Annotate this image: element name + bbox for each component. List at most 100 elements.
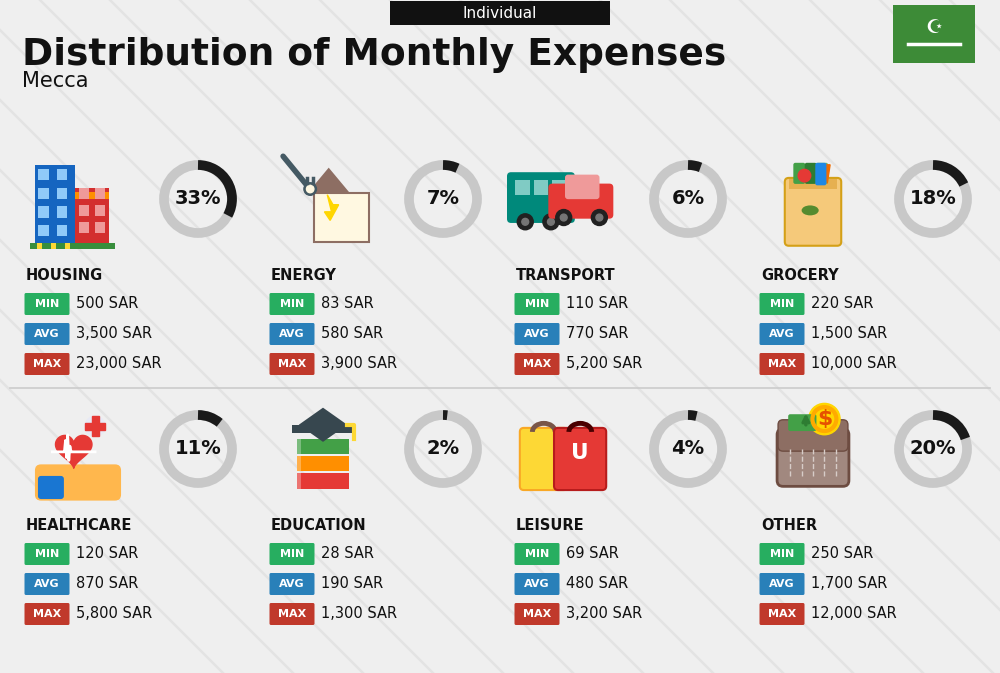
FancyBboxPatch shape [297, 456, 349, 471]
Text: ENERGY: ENERGY [271, 269, 337, 283]
Text: 190 SAR: 190 SAR [321, 577, 383, 592]
Text: HOUSING: HOUSING [26, 269, 103, 283]
FancyBboxPatch shape [38, 169, 49, 180]
Text: MAX: MAX [523, 359, 551, 369]
Text: LEISURE: LEISURE [516, 518, 585, 534]
Text: MAX: MAX [768, 359, 796, 369]
FancyBboxPatch shape [815, 163, 826, 185]
Circle shape [547, 218, 554, 225]
Text: 1,700 SAR: 1,700 SAR [811, 577, 887, 592]
Polygon shape [55, 435, 92, 468]
FancyBboxPatch shape [893, 5, 975, 63]
Circle shape [591, 209, 607, 225]
FancyBboxPatch shape [38, 188, 49, 199]
Text: OTHER: OTHER [761, 518, 817, 534]
Text: AVG: AVG [769, 579, 795, 589]
FancyBboxPatch shape [270, 293, 314, 315]
FancyBboxPatch shape [57, 169, 67, 180]
FancyBboxPatch shape [565, 180, 582, 199]
Text: 28 SAR: 28 SAR [321, 546, 374, 561]
Text: $: $ [817, 409, 832, 429]
FancyBboxPatch shape [270, 353, 314, 375]
FancyBboxPatch shape [390, 1, 610, 25]
FancyBboxPatch shape [57, 225, 67, 236]
Text: MIN: MIN [770, 549, 794, 559]
Text: 250 SAR: 250 SAR [811, 546, 873, 561]
Text: Mecca: Mecca [22, 71, 88, 91]
Text: AVG: AVG [524, 329, 550, 339]
Text: GROCERY: GROCERY [761, 269, 839, 283]
FancyBboxPatch shape [35, 165, 75, 244]
FancyBboxPatch shape [514, 603, 560, 625]
FancyBboxPatch shape [514, 293, 560, 315]
Circle shape [522, 218, 529, 225]
Text: TRANSPORT: TRANSPORT [516, 269, 616, 283]
Text: 83 SAR: 83 SAR [321, 297, 374, 312]
Text: 12,000 SAR: 12,000 SAR [811, 606, 897, 621]
FancyBboxPatch shape [514, 353, 560, 375]
FancyBboxPatch shape [554, 428, 606, 490]
FancyBboxPatch shape [788, 414, 816, 431]
FancyBboxPatch shape [778, 420, 848, 451]
Text: 870 SAR: 870 SAR [76, 577, 138, 592]
FancyBboxPatch shape [75, 192, 109, 199]
FancyBboxPatch shape [515, 180, 530, 194]
Text: AVG: AVG [34, 329, 60, 339]
FancyBboxPatch shape [57, 206, 67, 217]
FancyBboxPatch shape [292, 425, 354, 433]
Text: MIN: MIN [280, 549, 304, 559]
Polygon shape [299, 408, 347, 442]
FancyBboxPatch shape [270, 543, 314, 565]
Circle shape [543, 214, 559, 229]
FancyBboxPatch shape [552, 180, 567, 194]
Text: 120 SAR: 120 SAR [76, 546, 138, 561]
Text: 3,900 SAR: 3,900 SAR [321, 357, 397, 371]
FancyBboxPatch shape [760, 323, 804, 345]
Text: 69 SAR: 69 SAR [566, 546, 619, 561]
Text: 23,000 SAR: 23,000 SAR [76, 357, 162, 371]
Polygon shape [307, 168, 350, 193]
FancyBboxPatch shape [24, 603, 70, 625]
Text: 1,500 SAR: 1,500 SAR [811, 326, 887, 341]
FancyBboxPatch shape [24, 323, 70, 345]
Polygon shape [85, 423, 105, 429]
Text: 18%: 18% [910, 190, 956, 209]
FancyBboxPatch shape [37, 242, 42, 249]
FancyBboxPatch shape [507, 172, 575, 223]
FancyBboxPatch shape [760, 293, 804, 315]
Text: Distribution of Monthly Expenses: Distribution of Monthly Expenses [22, 37, 726, 73]
FancyBboxPatch shape [760, 543, 804, 565]
Circle shape [798, 170, 811, 182]
Text: AVG: AVG [279, 329, 305, 339]
FancyBboxPatch shape [24, 353, 70, 375]
FancyBboxPatch shape [65, 242, 70, 249]
Text: 500 SAR: 500 SAR [76, 297, 138, 312]
Circle shape [556, 209, 572, 225]
FancyBboxPatch shape [24, 543, 70, 565]
Polygon shape [324, 194, 339, 220]
Text: Individual: Individual [463, 5, 537, 20]
Text: 6%: 6% [671, 190, 705, 209]
Text: 580 SAR: 580 SAR [321, 326, 383, 341]
FancyBboxPatch shape [51, 242, 56, 249]
Circle shape [306, 185, 314, 192]
Text: MIN: MIN [280, 299, 304, 309]
Text: MIN: MIN [525, 299, 549, 309]
Polygon shape [92, 416, 99, 436]
FancyBboxPatch shape [534, 180, 548, 194]
Text: AVG: AVG [524, 579, 550, 589]
FancyBboxPatch shape [24, 293, 70, 315]
Text: U: U [571, 444, 589, 463]
FancyBboxPatch shape [314, 193, 369, 242]
Text: MAX: MAX [278, 359, 306, 369]
Text: HEALTHCARE: HEALTHCARE [26, 518, 132, 534]
FancyBboxPatch shape [565, 174, 600, 199]
Text: 5,800 SAR: 5,800 SAR [76, 606, 152, 621]
Ellipse shape [802, 205, 819, 215]
Text: 10,000 SAR: 10,000 SAR [811, 357, 897, 371]
Text: MIN: MIN [770, 299, 794, 309]
FancyBboxPatch shape [514, 323, 560, 345]
Text: MIN: MIN [35, 549, 59, 559]
Circle shape [560, 214, 567, 221]
FancyBboxPatch shape [38, 225, 49, 236]
